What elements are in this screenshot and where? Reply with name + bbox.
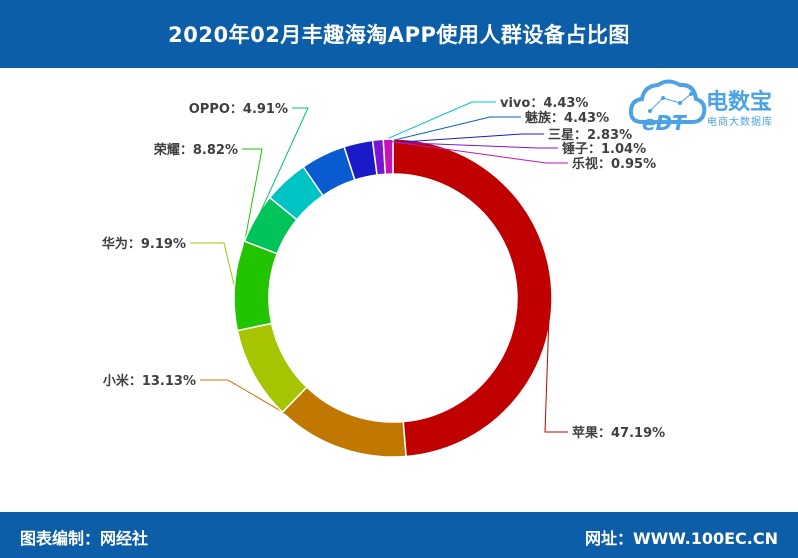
data-label-OPPO: OPPO：4.91% — [189, 102, 288, 117]
footer-bar: 图表编制：网经社 网址：WWW.100EC.CN — [0, 512, 798, 558]
data-label-魅族: 魅族：4.43% — [525, 110, 609, 126]
leader-line-OPPO — [256, 107, 309, 220]
leader-line-苹果 — [544, 291, 568, 433]
data-label-三星: 三星：2.83% — [548, 128, 632, 143]
data-label-乐视: 乐视：0.95% — [572, 156, 656, 172]
data-label-vivo: vivo：4.43% — [500, 96, 588, 111]
leader-line-乐视 — [388, 140, 568, 164]
logo-subtitle: 电商大数据库 — [707, 117, 773, 128]
data-label-苹果: 苹果：47.19% — [572, 425, 665, 441]
leader-line-华为 — [190, 242, 257, 374]
chart-title: 2020年02月丰趣海淘APP使用人群设备占比图 — [168, 23, 630, 47]
leader-line-三星 — [358, 133, 544, 146]
slice-苹果 — [392, 138, 553, 458]
leader-line-锤子 — [378, 141, 558, 149]
footer-url: 网址：WWW.100EC.CN — [584, 529, 778, 548]
slice-华为 — [236, 322, 308, 414]
slice-荣耀 — [233, 240, 279, 332]
donut-chart: 苹果：47.19% 小米：13.13% 华为：9.19% 荣耀：8.82% OPPO：4… — [102, 96, 665, 458]
data-label-华为: 华为：9.19% — [102, 236, 186, 252]
slice-乐视 — [382, 138, 394, 176]
slice-小米 — [281, 386, 407, 458]
footer-source: 图表编制：网经社 — [20, 529, 149, 548]
chart-title-bar: 2020年02月丰趣海淘APP使用人群设备占比图 — [0, 0, 798, 68]
logo-title: 电数宝 — [706, 90, 773, 115]
leader-line-小米 — [200, 379, 341, 447]
edt-logo-icon: eDT — [628, 79, 707, 134]
logo-mark-text: eDT — [642, 111, 687, 134]
data-label-小米: 小米：13.13% — [103, 373, 196, 389]
data-label-荣耀: 荣耀：8.82% — [153, 142, 238, 158]
data-label-锤子: 锤子：1.04% — [561, 141, 646, 157]
chart-area: 苹果：47.19% 小米：13.13% 华为：9.19% 荣耀：8.82% OPPO：4… — [0, 68, 798, 512]
